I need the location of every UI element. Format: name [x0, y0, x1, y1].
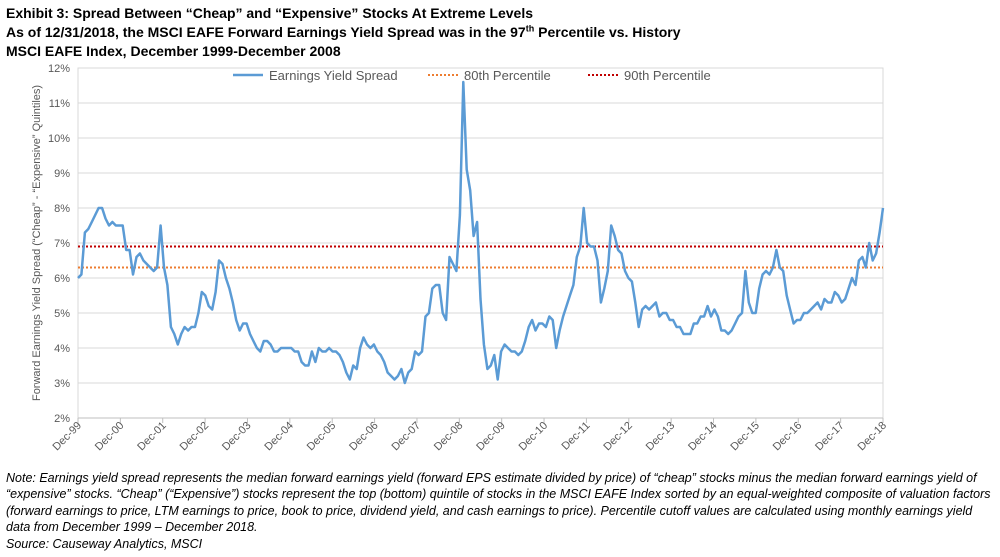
y-tick-label: 11% [49, 98, 70, 110]
x-tick-label: Dec-03 [220, 420, 254, 454]
x-tick-label: Dec-16 [771, 420, 805, 454]
line-chart: 2%3%4%5%6%7%8%9%10%11%12%Dec-99 Dec-00 Dec… [31, 63, 890, 454]
x-tick-label: Dec-11 [560, 420, 593, 453]
x-tick-label: Dec-01 [135, 420, 169, 454]
earnings-yield-spread-line [77, 80, 885, 385]
subtitle-superscript: th [525, 23, 535, 34]
exhibit-title: Exhibit 3: Spread Between “Cheap” and “E… [6, 5, 533, 21]
x-tick-label: Dec-08 [432, 420, 466, 454]
x-tick-label: Dec-12 [601, 420, 635, 454]
y-tick-label: 8% [54, 203, 70, 215]
y-axis-title: Forward Earnings Yield Spread (“Cheap” -… [31, 85, 43, 401]
chart-note: Note: Earnings yield spread represents t… [6, 471, 991, 535]
x-tick-label: Dec-09 [474, 420, 508, 454]
x-tick-label: Dec-17 [813, 420, 847, 454]
y-tick-label: 12% [48, 63, 70, 75]
y-tick-label: 4% [54, 343, 70, 355]
chart-titles: Exhibit 3: Spread Between “Cheap” and “E… [6, 4, 996, 61]
y-tick-label: 2% [54, 413, 70, 425]
legend-earnings-yield-spread-label: Earnings Yield Spread [269, 68, 398, 83]
y-tick-label: 10% [48, 133, 70, 145]
legend-90th-percentile-label: 90th Percentile [624, 68, 711, 83]
x-tick-label: Dec-07 [390, 420, 424, 454]
y-tick-label: 9% [54, 168, 70, 180]
x-tick-label: Dec-00 [93, 420, 127, 454]
chart-source: Source: Causeway Analytics, MSCI [6, 537, 203, 551]
exhibit-index-line: MSCI EAFE Index, December 1999-December … [6, 43, 341, 59]
y-tick-label: 5% [54, 308, 70, 320]
subtitle-text-end: Percentile vs. History [534, 24, 681, 40]
y-tick-label: 3% [54, 378, 70, 390]
y-tick-label: 6% [54, 273, 70, 285]
x-tick-label: Dec-15 [728, 420, 762, 454]
subtitle-text: As of 12/31/2018, the MSCI EAFE Forward … [6, 24, 526, 40]
x-tick-label: Dec-13 [644, 420, 678, 454]
legend-80th-percentile-label: 80th Percentile [464, 68, 551, 83]
x-tick-label: Dec-14 [686, 420, 720, 454]
exhibit-subtitle: As of 12/31/2018, the MSCI EAFE Forward … [6, 23, 996, 42]
x-tick-label: Dec-18 [856, 420, 890, 454]
x-tick-label: Dec-05 [305, 420, 339, 454]
y-tick-label: 7% [54, 238, 70, 250]
x-tick-label: Dec-10 [517, 420, 551, 454]
x-tick-label: Dec-02 [178, 420, 212, 454]
x-tick-label: Dec-04 [262, 420, 296, 454]
x-tick-label: Dec-06 [347, 420, 381, 454]
